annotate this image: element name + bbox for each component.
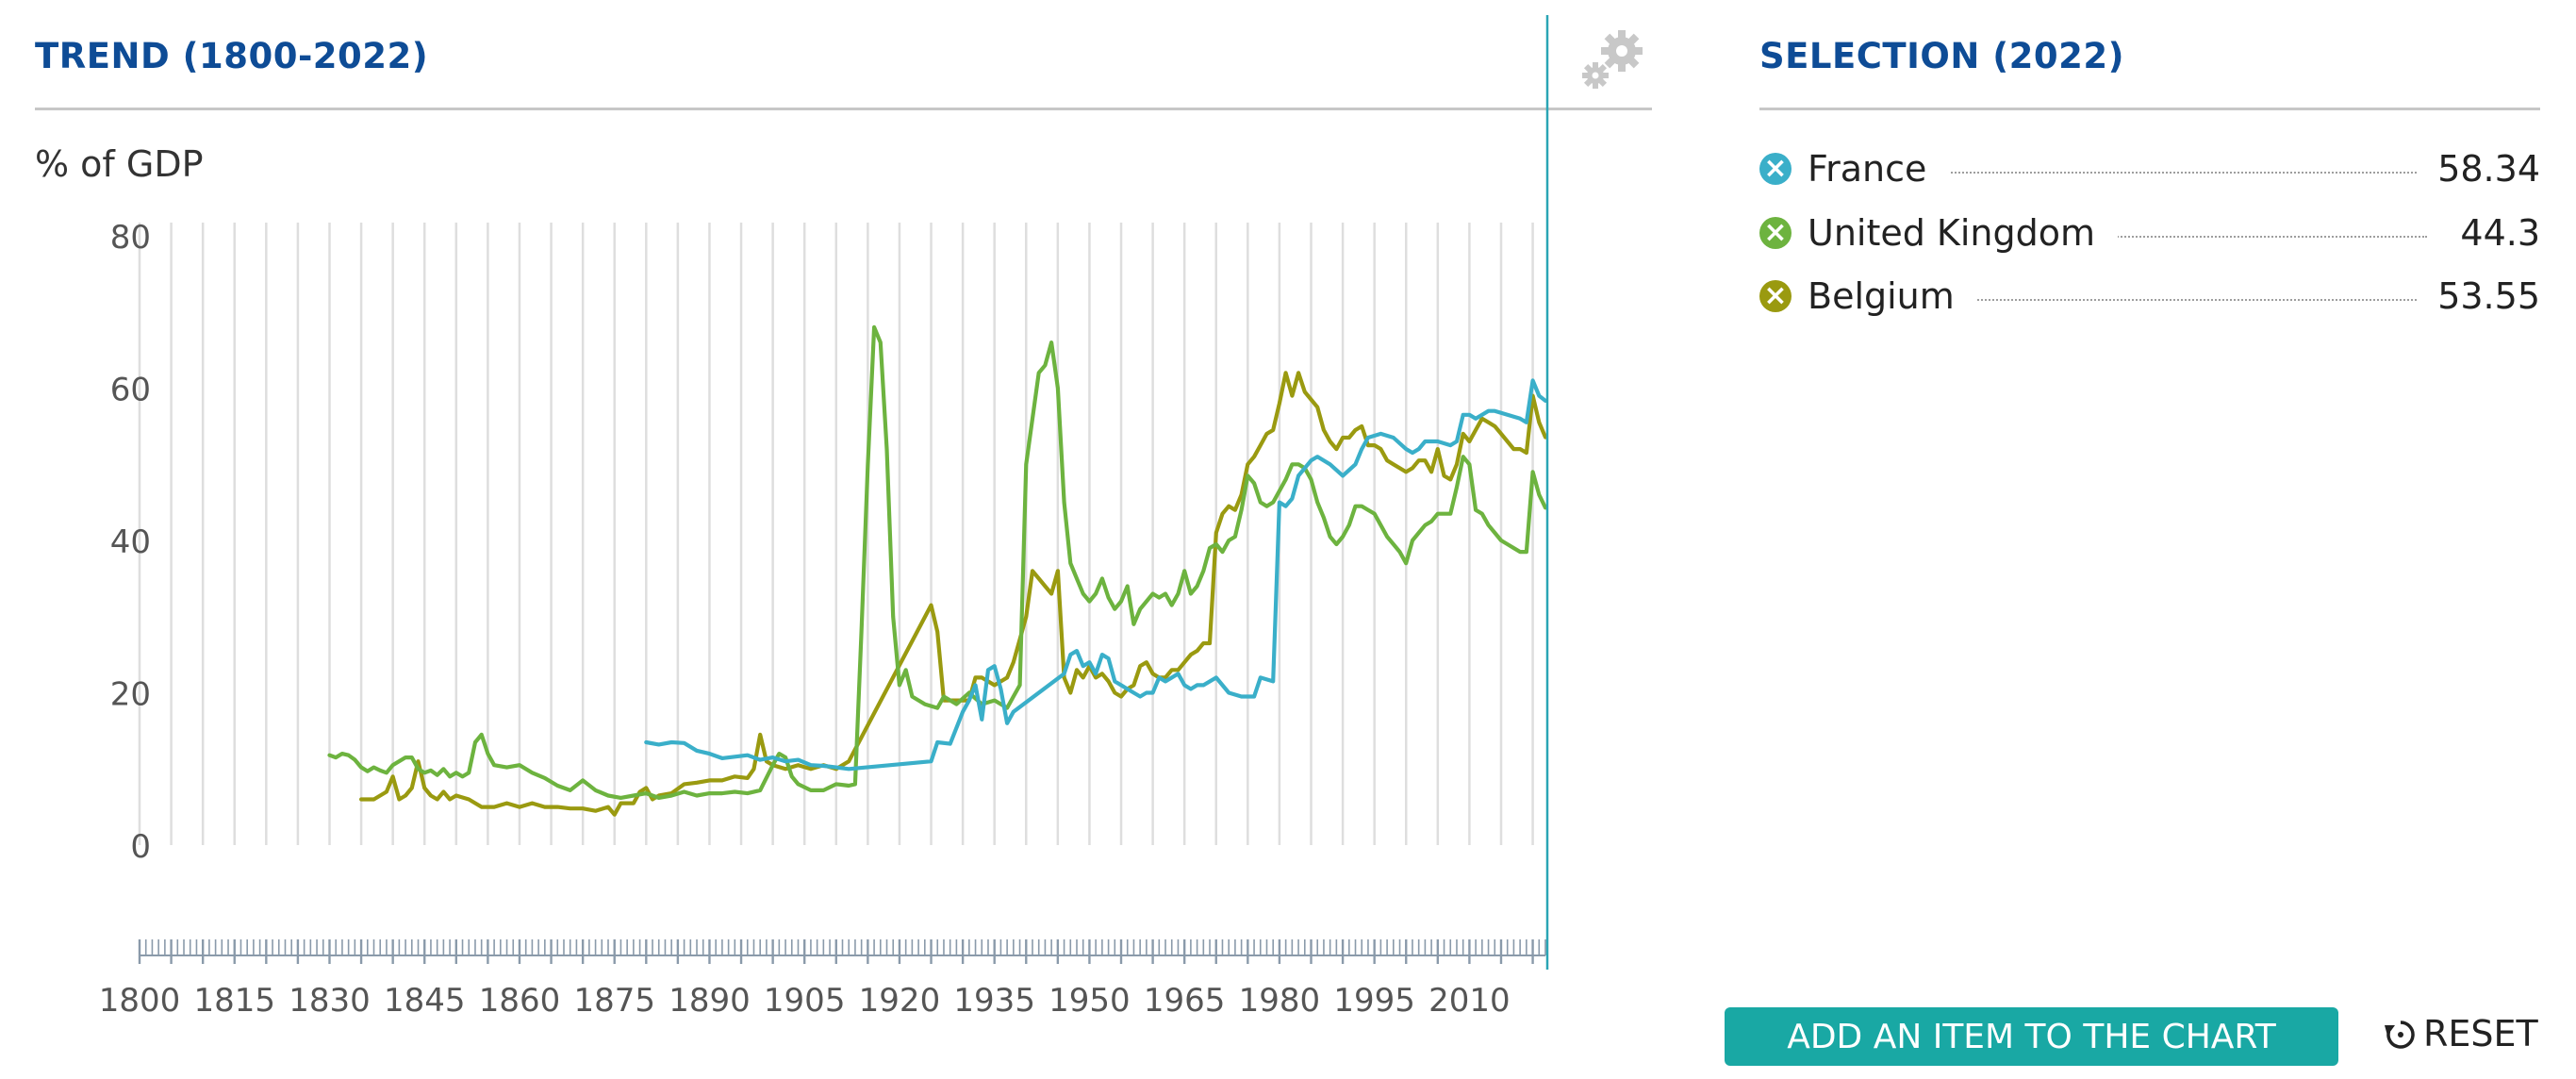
series-line-united-kingdom bbox=[327, 324, 1548, 800]
x-tick-label: 1980 bbox=[1239, 982, 1321, 1020]
leader-dots bbox=[1816, 172, 2427, 174]
selection-title: SELECTION (2022) bbox=[1759, 36, 2125, 76]
line-chart: 0 20 40 60 80 1800 1815 1830 1845 1860 1875 1890 19… bbox=[99, 15, 1549, 1020]
reset-button[interactable]: RESET bbox=[2384, 1007, 2538, 1060]
undo-icon bbox=[2385, 1021, 2415, 1049]
legend-item-value: 58.34 bbox=[2419, 143, 2540, 194]
x-axis: 1800 1815 1830 1845 1860 1875 1890 1905 1920 1935… bbox=[99, 939, 1546, 1020]
legend-item-name: United Kingdom bbox=[1808, 208, 2119, 258]
x-tick-label: 1920 bbox=[859, 982, 941, 1020]
trend-title: TREND (1800-2022) bbox=[35, 36, 429, 76]
x-tick-label: 1875 bbox=[573, 982, 655, 1020]
chart-gridlines bbox=[138, 223, 1534, 845]
close-icon[interactable]: × bbox=[1759, 280, 1792, 312]
y-axis-ticks: 0 20 40 60 80 bbox=[110, 219, 151, 866]
leader-dots bbox=[1816, 299, 2427, 301]
legend-item-name: France bbox=[1808, 143, 1950, 194]
x-tick-label: 1800 bbox=[99, 982, 181, 1020]
x-tick-label: 1845 bbox=[384, 982, 466, 1020]
x-tick-label: 1935 bbox=[953, 982, 1035, 1020]
legend-item-name: Belgium bbox=[1808, 271, 1977, 322]
y-tick-label: 40 bbox=[110, 523, 151, 561]
x-tick-label: 2010 bbox=[1428, 982, 1511, 1020]
gear-icon[interactable] bbox=[1580, 26, 1648, 92]
close-icon[interactable]: × bbox=[1759, 217, 1792, 249]
trend-title-divider bbox=[35, 108, 1652, 110]
x-tick-label: 1815 bbox=[193, 982, 275, 1020]
leader-dots bbox=[1816, 236, 2427, 238]
add-item-button[interactable]: ADD AN ITEM TO THE CHART bbox=[1725, 1007, 2338, 1066]
legend-item-united-kingdom[interactable]: × United Kingdom 44.3 bbox=[1759, 208, 2540, 264]
series-line-belgium bbox=[359, 371, 1548, 817]
x-tick-label: 1995 bbox=[1333, 982, 1415, 1020]
x-tick-label: 1950 bbox=[1049, 982, 1131, 1020]
legend-item-france[interactable]: × France 58.34 bbox=[1759, 143, 2540, 200]
x-tick-label: 1860 bbox=[479, 982, 561, 1020]
y-tick-label: 0 bbox=[130, 828, 151, 866]
series-line-france bbox=[644, 378, 1548, 772]
selection-title-divider bbox=[1759, 108, 2540, 110]
y-axis-unit-label: % of GDP bbox=[35, 143, 204, 185]
legend-item-value: 44.3 bbox=[2441, 208, 2540, 258]
x-tick-label: 1965 bbox=[1144, 982, 1226, 1020]
reset-label: RESET bbox=[2423, 1013, 2538, 1054]
x-tick-label: 1890 bbox=[669, 982, 751, 1020]
chart-series bbox=[327, 324, 1548, 817]
legend-item-value: 53.55 bbox=[2419, 271, 2540, 322]
y-tick-label: 60 bbox=[110, 372, 151, 409]
x-tick-label: 1905 bbox=[764, 982, 846, 1020]
x-tick-label: 1830 bbox=[289, 982, 371, 1020]
close-icon[interactable]: × bbox=[1759, 153, 1792, 185]
y-tick-label: 20 bbox=[110, 676, 151, 714]
legend-item-belgium[interactable]: × Belgium 53.55 bbox=[1759, 271, 2540, 327]
y-tick-label: 80 bbox=[110, 219, 151, 257]
